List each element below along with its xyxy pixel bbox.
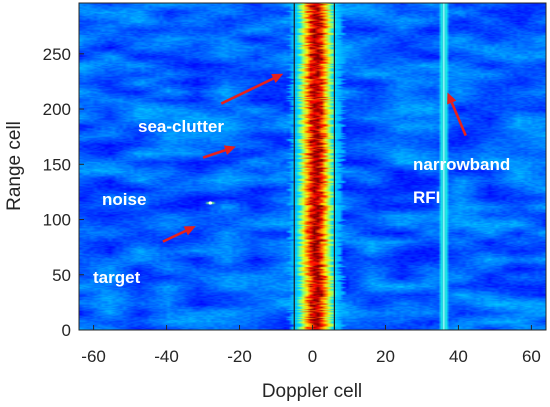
y-tick-label: 100 — [43, 211, 71, 230]
annotation-arrow-head — [447, 92, 457, 105]
x-tick-label: -60 — [81, 347, 106, 366]
y-tick-label: 50 — [52, 266, 71, 285]
annotation-arrow-shaft — [220, 77, 274, 105]
x-tick-label: 0 — [308, 347, 317, 366]
y-tick-label: 200 — [43, 100, 71, 119]
annotation-arrow-shaft — [162, 229, 187, 243]
annotation-arrow-head — [271, 73, 284, 83]
annotation-arrow-head — [223, 145, 236, 155]
annotation-label-rfi-2: RFI — [413, 188, 440, 207]
heatmap-image — [79, 3, 546, 330]
annotation-arrow-shaft — [450, 102, 467, 137]
annotation-label-rfi-1: narrowband — [413, 155, 510, 174]
y-tick-label: 250 — [43, 45, 71, 64]
annotation-arrow-shaft — [202, 148, 226, 159]
x-tick-label: 60 — [522, 347, 541, 366]
annotation-label-noise: noise — [102, 190, 146, 209]
y-axis-label: Range cell — [4, 121, 25, 211]
y-tick-label: 150 — [43, 155, 71, 174]
target-point — [208, 201, 212, 205]
x-tick-label: -20 — [227, 347, 252, 366]
annotation-layer: sea-clutter noise target narrowband RFI — [93, 73, 510, 287]
x-tick-label: 20 — [376, 347, 395, 366]
x-tick-label: 40 — [449, 347, 468, 366]
annotation-label-target: target — [93, 268, 141, 287]
annotation-arrow-head — [183, 226, 196, 236]
y-tick-label: 0 — [62, 321, 71, 340]
axes-layer: -60 -40 -20 0 20 40 60 0 50 100 150 200 250 — [43, 45, 541, 366]
x-tick-label: -40 — [154, 347, 179, 366]
annotation-label-sea-clutter: sea-clutter — [138, 117, 224, 136]
heatmap-marks — [208, 3, 446, 330]
x-axis-label: Doppler cell — [262, 381, 362, 402]
